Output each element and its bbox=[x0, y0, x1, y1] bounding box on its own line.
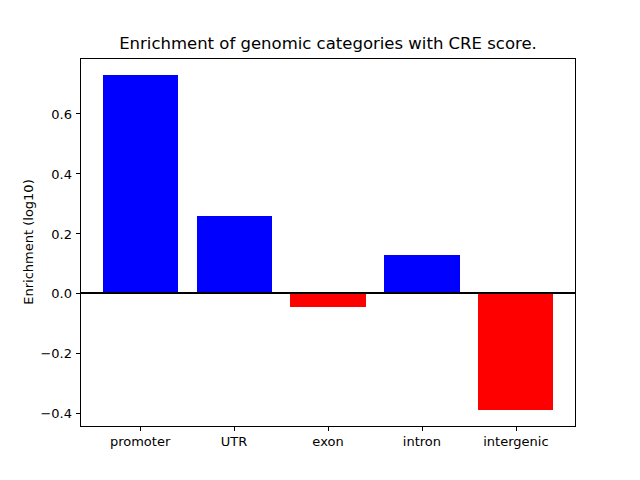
y-tick bbox=[76, 353, 80, 354]
chart-title: Enrichment of genomic categories with CR… bbox=[80, 34, 576, 54]
y-tick bbox=[76, 173, 80, 174]
x-tick-label-UTR: UTR bbox=[221, 434, 248, 449]
x-tick-promoter bbox=[140, 427, 141, 431]
x-tick-intergenic bbox=[516, 427, 517, 431]
y-tick bbox=[76, 113, 80, 114]
y-tick-label: 0.0 bbox=[51, 286, 72, 301]
x-tick-UTR bbox=[234, 427, 235, 431]
y-tick-label: −0.2 bbox=[40, 346, 72, 361]
bar-intergenic bbox=[478, 293, 553, 410]
y-tick-label: 0.4 bbox=[51, 166, 72, 181]
y-tick-label: −0.4 bbox=[40, 406, 72, 421]
y-tick bbox=[76, 233, 80, 234]
x-tick-intron bbox=[422, 427, 423, 431]
y-axis-label: Enrichment (log10) bbox=[21, 179, 36, 304]
bar-intron bbox=[384, 255, 459, 294]
x-tick-label-exon: exon bbox=[312, 434, 343, 449]
matplotlib-figure: Enrichment of genomic categories with CR… bbox=[0, 0, 640, 480]
bar-UTR bbox=[197, 216, 272, 294]
x-tick-label-intron: intron bbox=[403, 434, 441, 449]
y-tick-label: 0.2 bbox=[51, 226, 72, 241]
y-tick-label: 0.6 bbox=[51, 106, 72, 121]
bar-promoter bbox=[103, 75, 178, 294]
y-tick bbox=[76, 413, 80, 414]
x-tick-exon bbox=[328, 427, 329, 431]
x-tick-label-intergenic: intergenic bbox=[483, 434, 548, 449]
bar-exon bbox=[290, 293, 365, 307]
x-tick-label-promoter: promoter bbox=[110, 434, 170, 449]
zero-line bbox=[80, 292, 576, 294]
